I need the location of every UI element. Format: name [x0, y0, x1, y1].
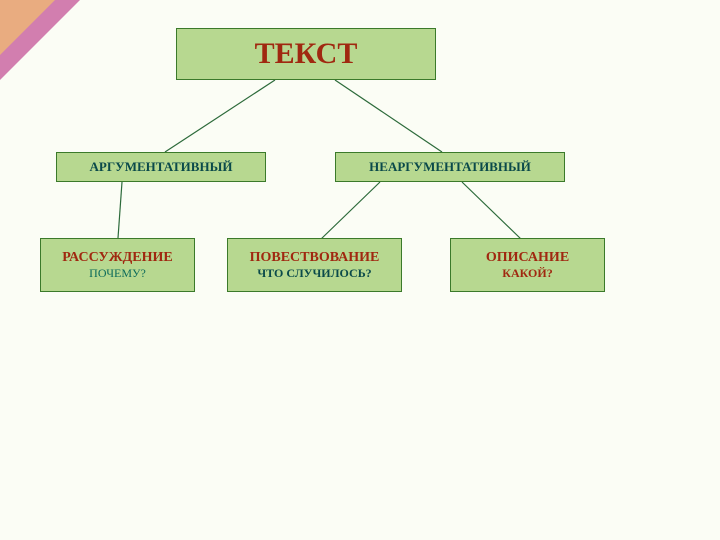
tree-node-label: НЕАРГУМЕНТАТИВНЫЙ — [369, 159, 531, 175]
leaf-title: РАССУЖДЕНИЕ — [62, 250, 172, 266]
tree-leaf-narration: ПОВЕСТВОВАНИЕ ЧТО СЛУЧИЛОСЬ? — [227, 238, 402, 292]
leaf-question: ЧТО СЛУЧИЛОСЬ? — [257, 266, 371, 281]
leaf-question: ПОЧЕМУ? — [89, 266, 146, 281]
tree-leaf-reasoning: РАССУЖДЕНИЕ ПОЧЕМУ? — [40, 238, 195, 292]
tree-node-nonargumentative: НЕАРГУМЕНТАТИВНЫЙ — [335, 152, 565, 182]
tree-root-label: ТЕКСТ — [255, 37, 358, 71]
leaf-question: КАКОЙ? — [502, 266, 552, 281]
tree-root-node: ТЕКСТ — [176, 28, 436, 80]
tree-leaf-description: ОПИСАНИЕ КАКОЙ? — [450, 238, 605, 292]
leaf-title: ОПИСАНИЕ — [486, 250, 569, 266]
leaf-title: ПОВЕСТВОВАНИЕ — [250, 250, 380, 266]
tree-node-label: АРГУМЕНТАТИВНЫЙ — [90, 159, 233, 175]
slide-corner-decoration — [0, 0, 55, 55]
tree-node-argumentative: АРГУМЕНТАТИВНЫЙ — [56, 152, 266, 182]
